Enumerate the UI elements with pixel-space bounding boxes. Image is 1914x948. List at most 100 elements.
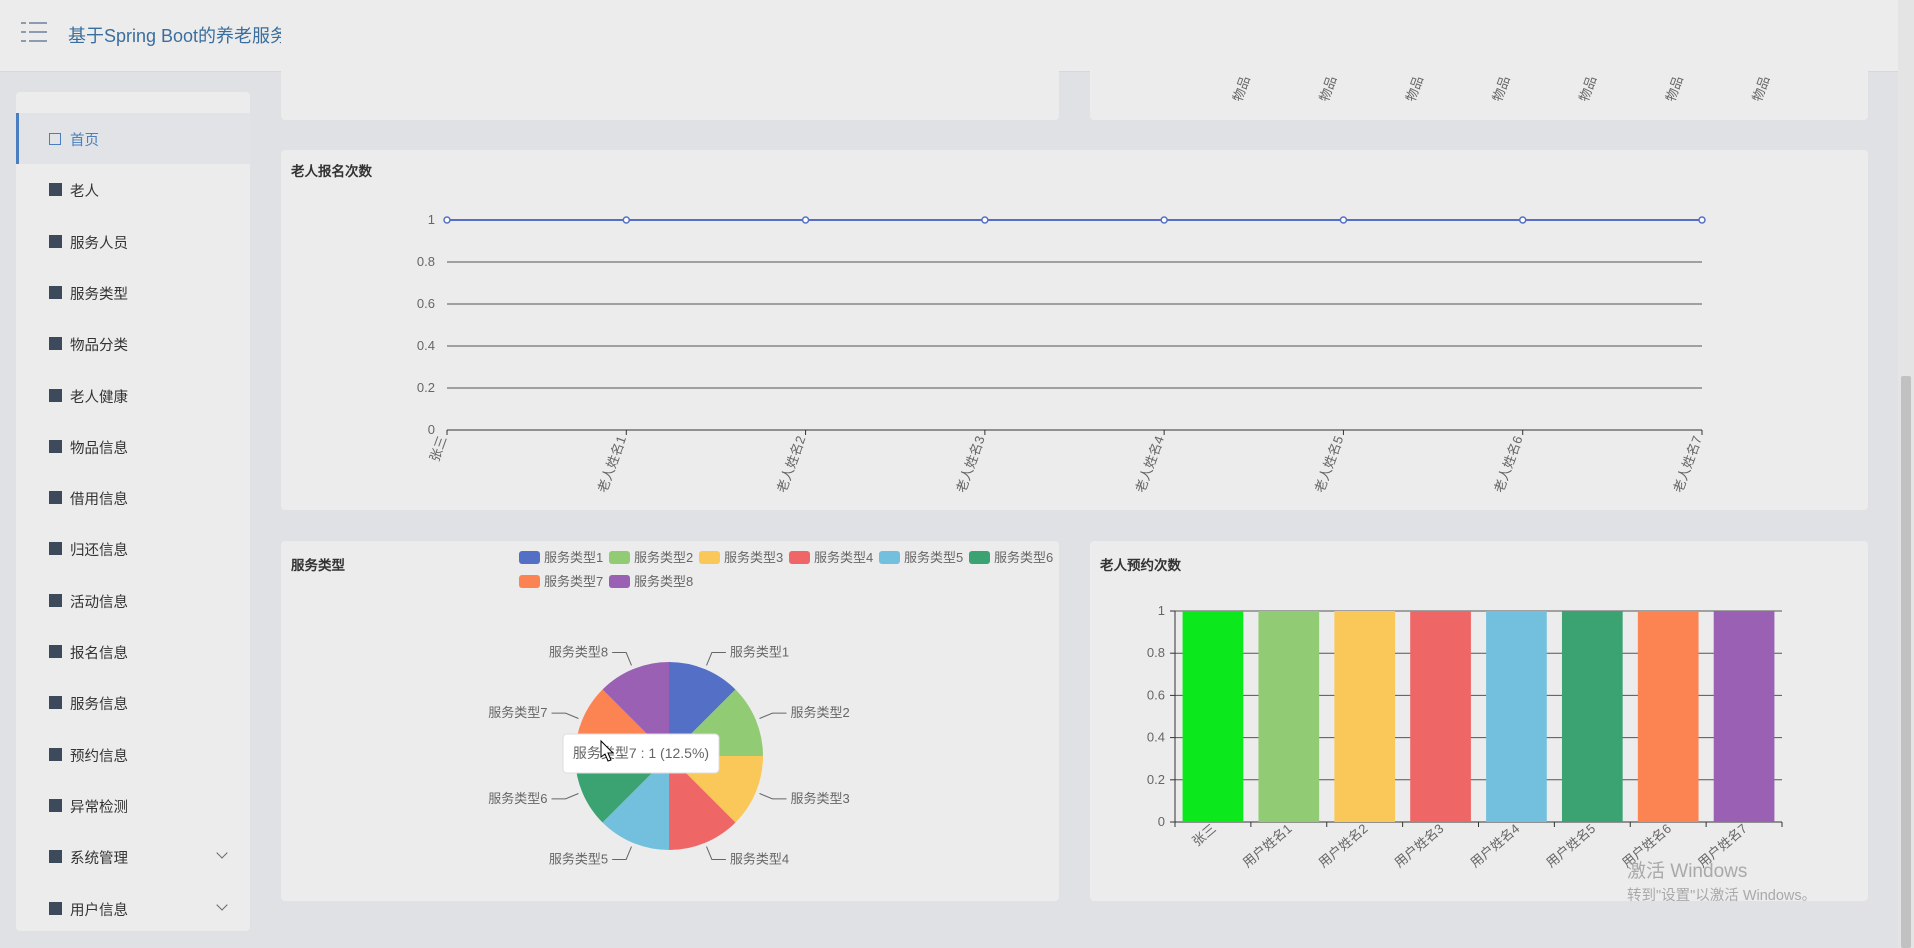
label-line <box>759 712 787 719</box>
pie-slice <box>602 662 669 756</box>
menu-label: 活动信息 <box>70 594 128 611</box>
label-line <box>706 652 726 666</box>
x-tick-label: 老人姓名3 <box>953 434 987 495</box>
bar <box>1182 611 1244 822</box>
pie-slice <box>602 756 669 850</box>
card: 服务类型 服务类型1 服务类型2 服务类型3 服务类型4 服务类型5 服务类型6 服务类型7 服… <box>281 541 1059 901</box>
y-tick-label: 0.2 <box>417 380 435 395</box>
menu-label: 系统管理 <box>70 851 128 868</box>
x-tick-label: 用户姓名4 <box>1467 821 1522 871</box>
legend-label: 服务类型1 <box>544 550 603 565</box>
menu-icon <box>49 285 62 299</box>
legend-swatch <box>969 551 990 564</box>
menu-item[interactable]: 系统管理 <box>16 831 250 882</box>
data-point <box>1339 216 1348 224</box>
menu-label: 首页 <box>70 133 99 149</box>
menu-icon <box>49 901 62 915</box>
card <box>281 0 1059 120</box>
legend-swatch <box>789 551 810 564</box>
menu-toggle[interactable] <box>21 22 47 44</box>
x-tick-label: 老人姓名1 <box>595 434 629 495</box>
legend-label: 服务类型6 <box>994 550 1053 565</box>
data-point <box>1698 216 1706 224</box>
menu-icon <box>49 798 62 812</box>
menu-item[interactable]: 老人健康 <box>16 370 250 421</box>
data-point <box>1160 216 1168 224</box>
menu-icon <box>49 491 62 505</box>
menu-label: 报名信息 <box>70 646 128 662</box>
legend-label: 服务类型8 <box>634 574 693 589</box>
y-tick-label: 0.2 <box>1147 772 1165 787</box>
slice-label: 服务类型4 <box>730 851 789 866</box>
y-tick-label: 0.6 <box>417 296 435 311</box>
menu-icon <box>49 388 62 402</box>
label-line <box>612 846 632 860</box>
x-tick-label: 老人姓名6 <box>1491 434 1525 495</box>
x-tick-label: 用户姓名5 <box>1543 821 1598 871</box>
menu-item[interactable]: 服务信息 <box>16 677 250 728</box>
menu-item[interactable]: 活动信息 <box>16 575 250 626</box>
slice-label: 服务类型8 <box>549 645 608 660</box>
x-tick-label: 物品 <box>1576 74 1599 104</box>
menu-icon <box>49 645 62 658</box>
cursor <box>600 739 615 762</box>
menu-item[interactable]: 预约信息 <box>16 729 250 780</box>
bar <box>1334 611 1396 822</box>
menu-item[interactable]: 归还信息 <box>16 523 250 574</box>
menu-icon <box>49 234 62 248</box>
menu-icon <box>49 542 62 556</box>
menu-item[interactable]: 首页 <box>16 113 250 164</box>
slice-label: 服务类型3 <box>790 791 849 806</box>
menu-item[interactable]: 物品信息 <box>16 421 250 472</box>
y-tick-label: 0.6 <box>1147 687 1165 702</box>
slice-label: 服务类型6 <box>488 791 547 806</box>
label-line <box>706 846 726 860</box>
menu-label: 老人 <box>70 184 99 201</box>
menu-icon <box>49 337 62 351</box>
slice-label: 服务类型7 <box>488 705 547 720</box>
menu-icon <box>49 439 62 453</box>
menu-item[interactable]: 服务人员 <box>16 216 250 267</box>
menu-label: 归还信息 <box>70 543 128 560</box>
label-line <box>551 712 579 719</box>
menu-item[interactable]: 报名信息 <box>16 626 250 677</box>
data-point <box>443 216 451 224</box>
data-point <box>1518 216 1527 224</box>
x-tick-label: 物品 <box>1230 74 1253 104</box>
menu-item[interactable]: 异常检测 <box>16 780 250 831</box>
legend-label: 服务类型5 <box>904 550 963 565</box>
bar <box>1561 611 1623 822</box>
card: 物品 物品 物品 物品 物品 物品 物品 <box>1090 0 1868 120</box>
legend-swatch <box>699 551 720 564</box>
data-point <box>981 216 989 224</box>
menu-icon <box>49 747 62 761</box>
x-tick-label: 老人姓名7 <box>1670 434 1704 495</box>
menu-item[interactable]: 用户信息 <box>16 883 250 932</box>
scroll-thumb[interactable] <box>1901 376 1911 948</box>
bar <box>1713 611 1775 822</box>
watermark-title: 激活 Windows <box>1627 861 1748 882</box>
y-tick-label: 1 <box>428 212 435 227</box>
pie-slice <box>669 756 736 850</box>
y-tick-label: 0 <box>428 422 435 437</box>
menu-item[interactable]: 借用信息 <box>16 472 250 523</box>
menu-item[interactable]: 老人 <box>16 164 250 215</box>
line-chart: 老人报名次数 0 0.2 0.4 0.6 0.8 1 张三 老人姓名1 老人姓名2 老人姓名3 老人姓… <box>291 163 1706 495</box>
watermark-note: 转到"设置"以激活 Windows。 <box>1627 888 1817 904</box>
bar <box>1410 611 1471 822</box>
menu-item[interactable]: 服务类型 <box>16 267 250 318</box>
menu-label: 物品分类 <box>70 338 128 355</box>
legend-label: 服务类型7 <box>544 574 603 589</box>
y-tick-label: 1 <box>1158 603 1165 618</box>
x-tick-label: 老人姓名4 <box>1133 434 1167 495</box>
x-tick-label: 老人姓名2 <box>774 434 808 495</box>
legend-label: 服务类型3 <box>724 550 783 565</box>
scrollbar[interactable] <box>1898 0 1914 948</box>
y-tick-label: 0 <box>1158 814 1165 829</box>
label-line <box>612 652 632 666</box>
menu-label: 服务人员 <box>70 235 128 252</box>
legend-swatch <box>519 575 540 588</box>
menu-icon <box>49 593 62 607</box>
menu-item[interactable]: 物品分类 <box>16 318 250 369</box>
card: 老人预约次数 0 0.2 0.4 0.6 0.8 1 张三 用户姓名1 用户姓名2 用户姓名3 用户姓… <box>1090 541 1868 901</box>
